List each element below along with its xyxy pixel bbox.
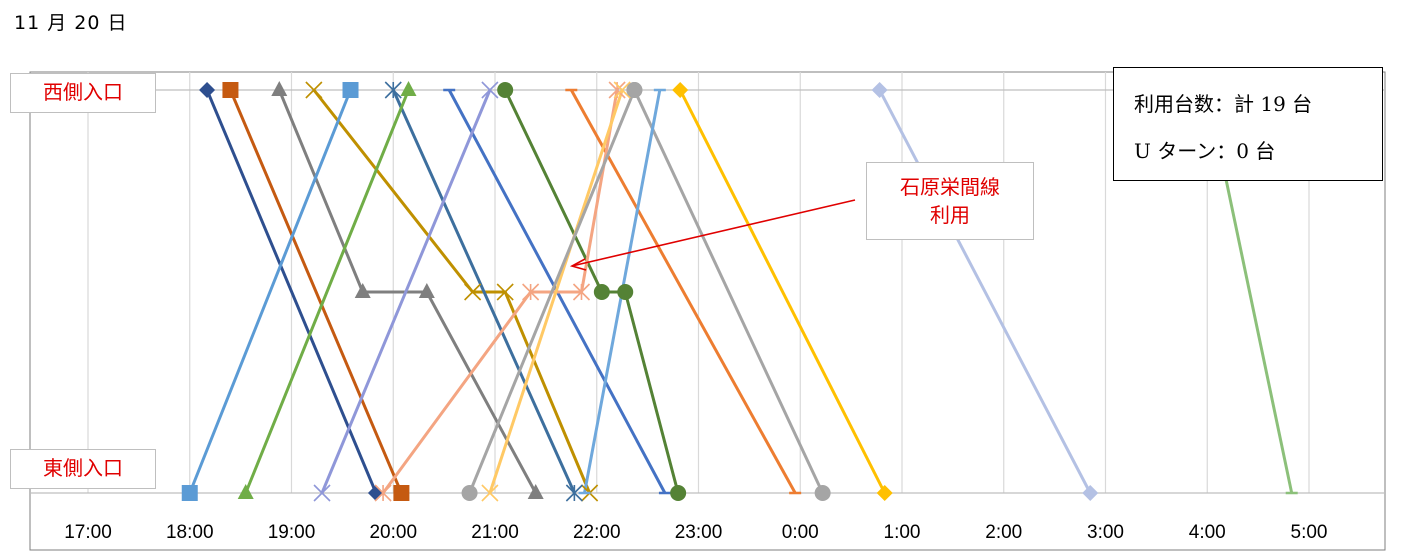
callout-arrow (571, 199, 856, 267)
data-point (572, 283, 591, 301)
data-point (497, 82, 514, 98)
data-point (522, 283, 540, 301)
series-line (320, 89, 492, 494)
data-point (181, 485, 198, 501)
data-point (271, 81, 288, 96)
data-point (464, 283, 482, 301)
data-point (384, 81, 402, 99)
chart-title: 11 月 20 日 (14, 12, 128, 34)
data-point (461, 485, 478, 501)
x-tick-label: 18:00 (166, 522, 214, 543)
callout-box: 石原栄間線 利用 (866, 162, 1034, 240)
data-point (305, 81, 323, 99)
series-line (391, 89, 576, 494)
data-point (367, 485, 384, 501)
data-point (613, 81, 631, 99)
data-point (237, 484, 254, 499)
data-point (670, 485, 687, 501)
data-point (527, 484, 544, 499)
stats-box: 利用台数：計 19 台 U ターン：0 台 (1113, 67, 1383, 181)
x-tick-label: 2:00 (985, 522, 1022, 543)
data-point (199, 82, 216, 98)
callout-line2: 利用 (930, 203, 970, 227)
data-point (374, 484, 392, 502)
x-tick-label: 21:00 (471, 522, 519, 543)
plot-frame (29, 71, 1386, 551)
x-tick-label: 23:00 (675, 522, 723, 543)
series-line (488, 89, 624, 494)
series-line (229, 89, 403, 494)
x-tick-label: 17:00 (64, 522, 112, 543)
data-point (354, 283, 371, 298)
callout-line1: 石原栄間線 (900, 175, 1000, 199)
data-point (342, 82, 359, 98)
data-point (626, 82, 643, 98)
series-line (678, 89, 887, 494)
x-tick-label: 5:00 (1291, 522, 1328, 543)
stats-total: 利用台数：計 19 台 (1134, 92, 1313, 116)
data-point (481, 81, 499, 99)
callout-arrowhead (569, 258, 587, 271)
series-line (205, 89, 378, 494)
x-tick-label: 20:00 (369, 522, 417, 543)
data-point (1082, 485, 1099, 501)
data-point (393, 485, 410, 501)
series-markers (181, 81, 1298, 502)
x-tick-label: 4:00 (1189, 522, 1226, 543)
data-point (222, 82, 239, 98)
x-tick-label: 3:00 (1087, 522, 1124, 543)
data-point (400, 81, 417, 96)
east-entrance-label: 東側入口 (10, 449, 156, 489)
data-point (672, 82, 689, 98)
series-line (569, 89, 797, 494)
data-point (593, 284, 610, 300)
x-tick-label: 22:00 (573, 522, 621, 543)
series-line (277, 89, 538, 494)
series-line (503, 89, 680, 494)
data-point (565, 484, 583, 502)
data-point (496, 283, 514, 301)
stats-uturn: U ターン：0 台 (1134, 139, 1276, 163)
data-point (313, 484, 331, 502)
series-line (312, 89, 591, 494)
series-line (188, 89, 352, 494)
series-line (468, 89, 636, 494)
x-tick-label: 19:00 (268, 522, 316, 543)
series-line (878, 89, 1092, 494)
data-point (876, 485, 893, 501)
data-point (814, 485, 831, 501)
data-point (871, 82, 888, 98)
west-entrance-label: 西側入口 (10, 73, 156, 113)
data-point (617, 284, 634, 300)
series-line (244, 89, 410, 494)
x-tick-label: 1:00 (884, 522, 921, 543)
x-tick-label: 0:00 (782, 522, 819, 543)
data-point (418, 283, 435, 298)
data-point (481, 484, 499, 502)
x-tick-labels: 17:00 18:00 19:00 20:00 21:00 22:00 23:00 0:00 1… (64, 522, 1327, 543)
series-line (633, 89, 824, 494)
